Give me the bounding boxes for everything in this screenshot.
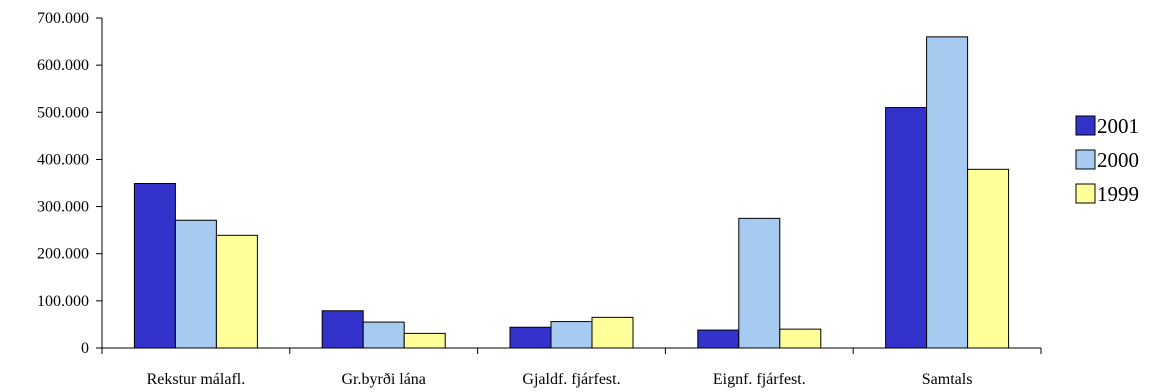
y-axis: 0 100.000 200.000 300.000 400.000 500.000 600.…: [37, 10, 103, 357]
y-tick-label: 600.000: [37, 57, 89, 74]
bar-2000-0: [174, 219, 217, 349]
legend-swatch-2001: [1075, 115, 1096, 136]
y-tick-label: 300.000: [37, 199, 89, 216]
legend-label: 2000: [1097, 148, 1139, 172]
bar-2000-4: [926, 36, 969, 349]
bar-2000-3: [738, 217, 781, 349]
bar-1999-1: [403, 332, 446, 349]
bar-1999-4: [967, 168, 1010, 349]
bar-2001-2: [509, 326, 552, 349]
bar-1999-3: [779, 328, 822, 349]
y-tick-label: 700.000: [37, 10, 89, 27]
bar-2000-1: [362, 321, 405, 349]
y-tick-label: 200.000: [37, 246, 89, 263]
x-category-label: Gjaldf. fjárfest.: [522, 371, 620, 388]
x-axis: Rekstur málafl. Gr.byrði lána Gjaldf. fjár…: [101, 347, 1042, 388]
legend-swatch-2000: [1075, 149, 1096, 170]
legend: 2001 2000 1999: [1075, 114, 1139, 206]
y-tick-label: 400.000: [37, 151, 89, 168]
bar-1999-0: [215, 234, 258, 349]
x-category-label: Samtals: [922, 371, 973, 388]
x-category-label: Eignf. fjárfest.: [713, 371, 806, 388]
bars: [133, 36, 1010, 349]
legend-swatch-1999: [1075, 183, 1096, 204]
bar-2000-2: [550, 321, 593, 349]
legend-label: 2001: [1097, 114, 1139, 138]
y-tick-label: 100.000: [37, 293, 89, 310]
x-category-label: Gr.byrði lána: [341, 371, 425, 388]
bar-2001-3: [697, 329, 740, 349]
y-tick-label: 500.000: [37, 104, 89, 121]
bar-2001-4: [885, 107, 928, 349]
legend-label: 1999: [1097, 182, 1139, 206]
bar-1999-2: [591, 316, 634, 349]
y-tick-label: 0: [81, 340, 89, 357]
bar-2001-0: [133, 182, 176, 349]
bar-2001-1: [321, 310, 364, 349]
x-category-label: Rekstur málafl.: [147, 371, 246, 388]
